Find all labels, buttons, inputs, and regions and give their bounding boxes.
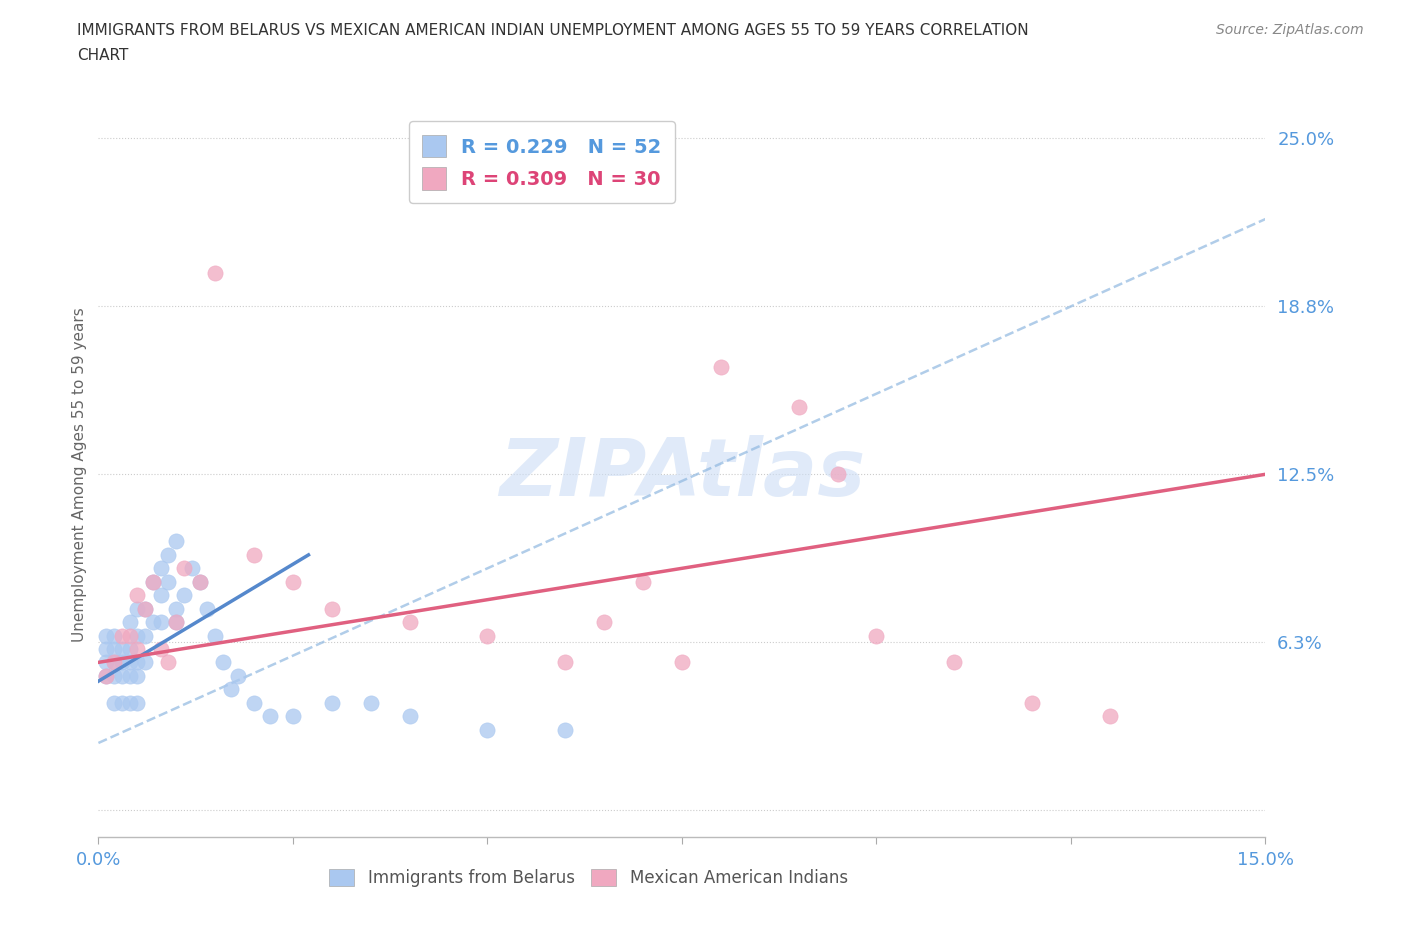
Text: IMMIGRANTS FROM BELARUS VS MEXICAN AMERICAN INDIAN UNEMPLOYMENT AMONG AGES 55 TO: IMMIGRANTS FROM BELARUS VS MEXICAN AMERI… — [77, 23, 1029, 38]
Point — [118, 615, 141, 630]
Point — [243, 696, 266, 711]
Point — [165, 601, 187, 616]
Point — [259, 709, 281, 724]
Y-axis label: Unemployment Among Ages 55 to 59 years: Unemployment Among Ages 55 to 59 years — [72, 307, 87, 642]
Point — [103, 655, 125, 670]
Point — [157, 548, 180, 563]
Point — [118, 696, 141, 711]
Point — [96, 669, 118, 684]
Point — [554, 722, 576, 737]
Point — [134, 601, 156, 616]
Point — [127, 696, 149, 711]
Point — [173, 561, 195, 576]
Point — [127, 628, 149, 643]
Point — [134, 628, 156, 643]
Point — [142, 575, 165, 590]
Point — [149, 588, 172, 603]
Point — [157, 575, 180, 590]
Point — [212, 655, 235, 670]
Point — [1021, 696, 1043, 711]
Point — [165, 615, 187, 630]
Point — [827, 467, 849, 482]
Point — [111, 669, 134, 684]
Point — [865, 628, 887, 643]
Point — [554, 655, 576, 670]
Point — [188, 575, 211, 590]
Point — [127, 655, 149, 670]
Point — [111, 696, 134, 711]
Point — [149, 615, 172, 630]
Point — [111, 655, 134, 670]
Point — [111, 628, 134, 643]
Point — [321, 696, 343, 711]
Point — [360, 696, 382, 711]
Point — [477, 628, 499, 643]
Point — [321, 601, 343, 616]
Point — [142, 615, 165, 630]
Legend: Immigrants from Belarus, Mexican American Indians: Immigrants from Belarus, Mexican America… — [322, 862, 855, 894]
Point — [127, 669, 149, 684]
Point — [281, 709, 304, 724]
Point — [710, 359, 733, 374]
Text: Source: ZipAtlas.com: Source: ZipAtlas.com — [1216, 23, 1364, 37]
Point — [118, 655, 141, 670]
Point — [96, 655, 118, 670]
Point — [96, 628, 118, 643]
Point — [127, 588, 149, 603]
Point — [671, 655, 693, 670]
Point — [111, 642, 134, 657]
Point — [103, 669, 125, 684]
Point — [134, 601, 156, 616]
Point — [165, 534, 187, 549]
Point — [188, 575, 211, 590]
Point — [1098, 709, 1121, 724]
Point — [103, 696, 125, 711]
Point — [180, 561, 202, 576]
Point — [103, 655, 125, 670]
Point — [134, 655, 156, 670]
Point — [631, 575, 654, 590]
Point — [398, 709, 420, 724]
Point — [195, 601, 218, 616]
Point — [127, 642, 149, 657]
Point — [593, 615, 616, 630]
Point — [157, 655, 180, 670]
Point — [787, 400, 810, 415]
Point — [281, 575, 304, 590]
Text: ZIPAtlas: ZIPAtlas — [499, 435, 865, 513]
Point — [96, 642, 118, 657]
Point — [149, 561, 172, 576]
Point — [103, 628, 125, 643]
Point — [173, 588, 195, 603]
Point — [204, 628, 226, 643]
Point — [118, 642, 141, 657]
Point — [118, 628, 141, 643]
Point — [398, 615, 420, 630]
Point — [204, 265, 226, 280]
Point — [142, 575, 165, 590]
Point — [149, 642, 172, 657]
Point — [477, 722, 499, 737]
Point — [103, 642, 125, 657]
Point — [243, 548, 266, 563]
Point — [127, 601, 149, 616]
Point — [165, 615, 187, 630]
Point — [118, 669, 141, 684]
Text: CHART: CHART — [77, 48, 129, 63]
Point — [943, 655, 966, 670]
Point — [96, 669, 118, 684]
Point — [228, 669, 250, 684]
Point — [219, 682, 242, 697]
